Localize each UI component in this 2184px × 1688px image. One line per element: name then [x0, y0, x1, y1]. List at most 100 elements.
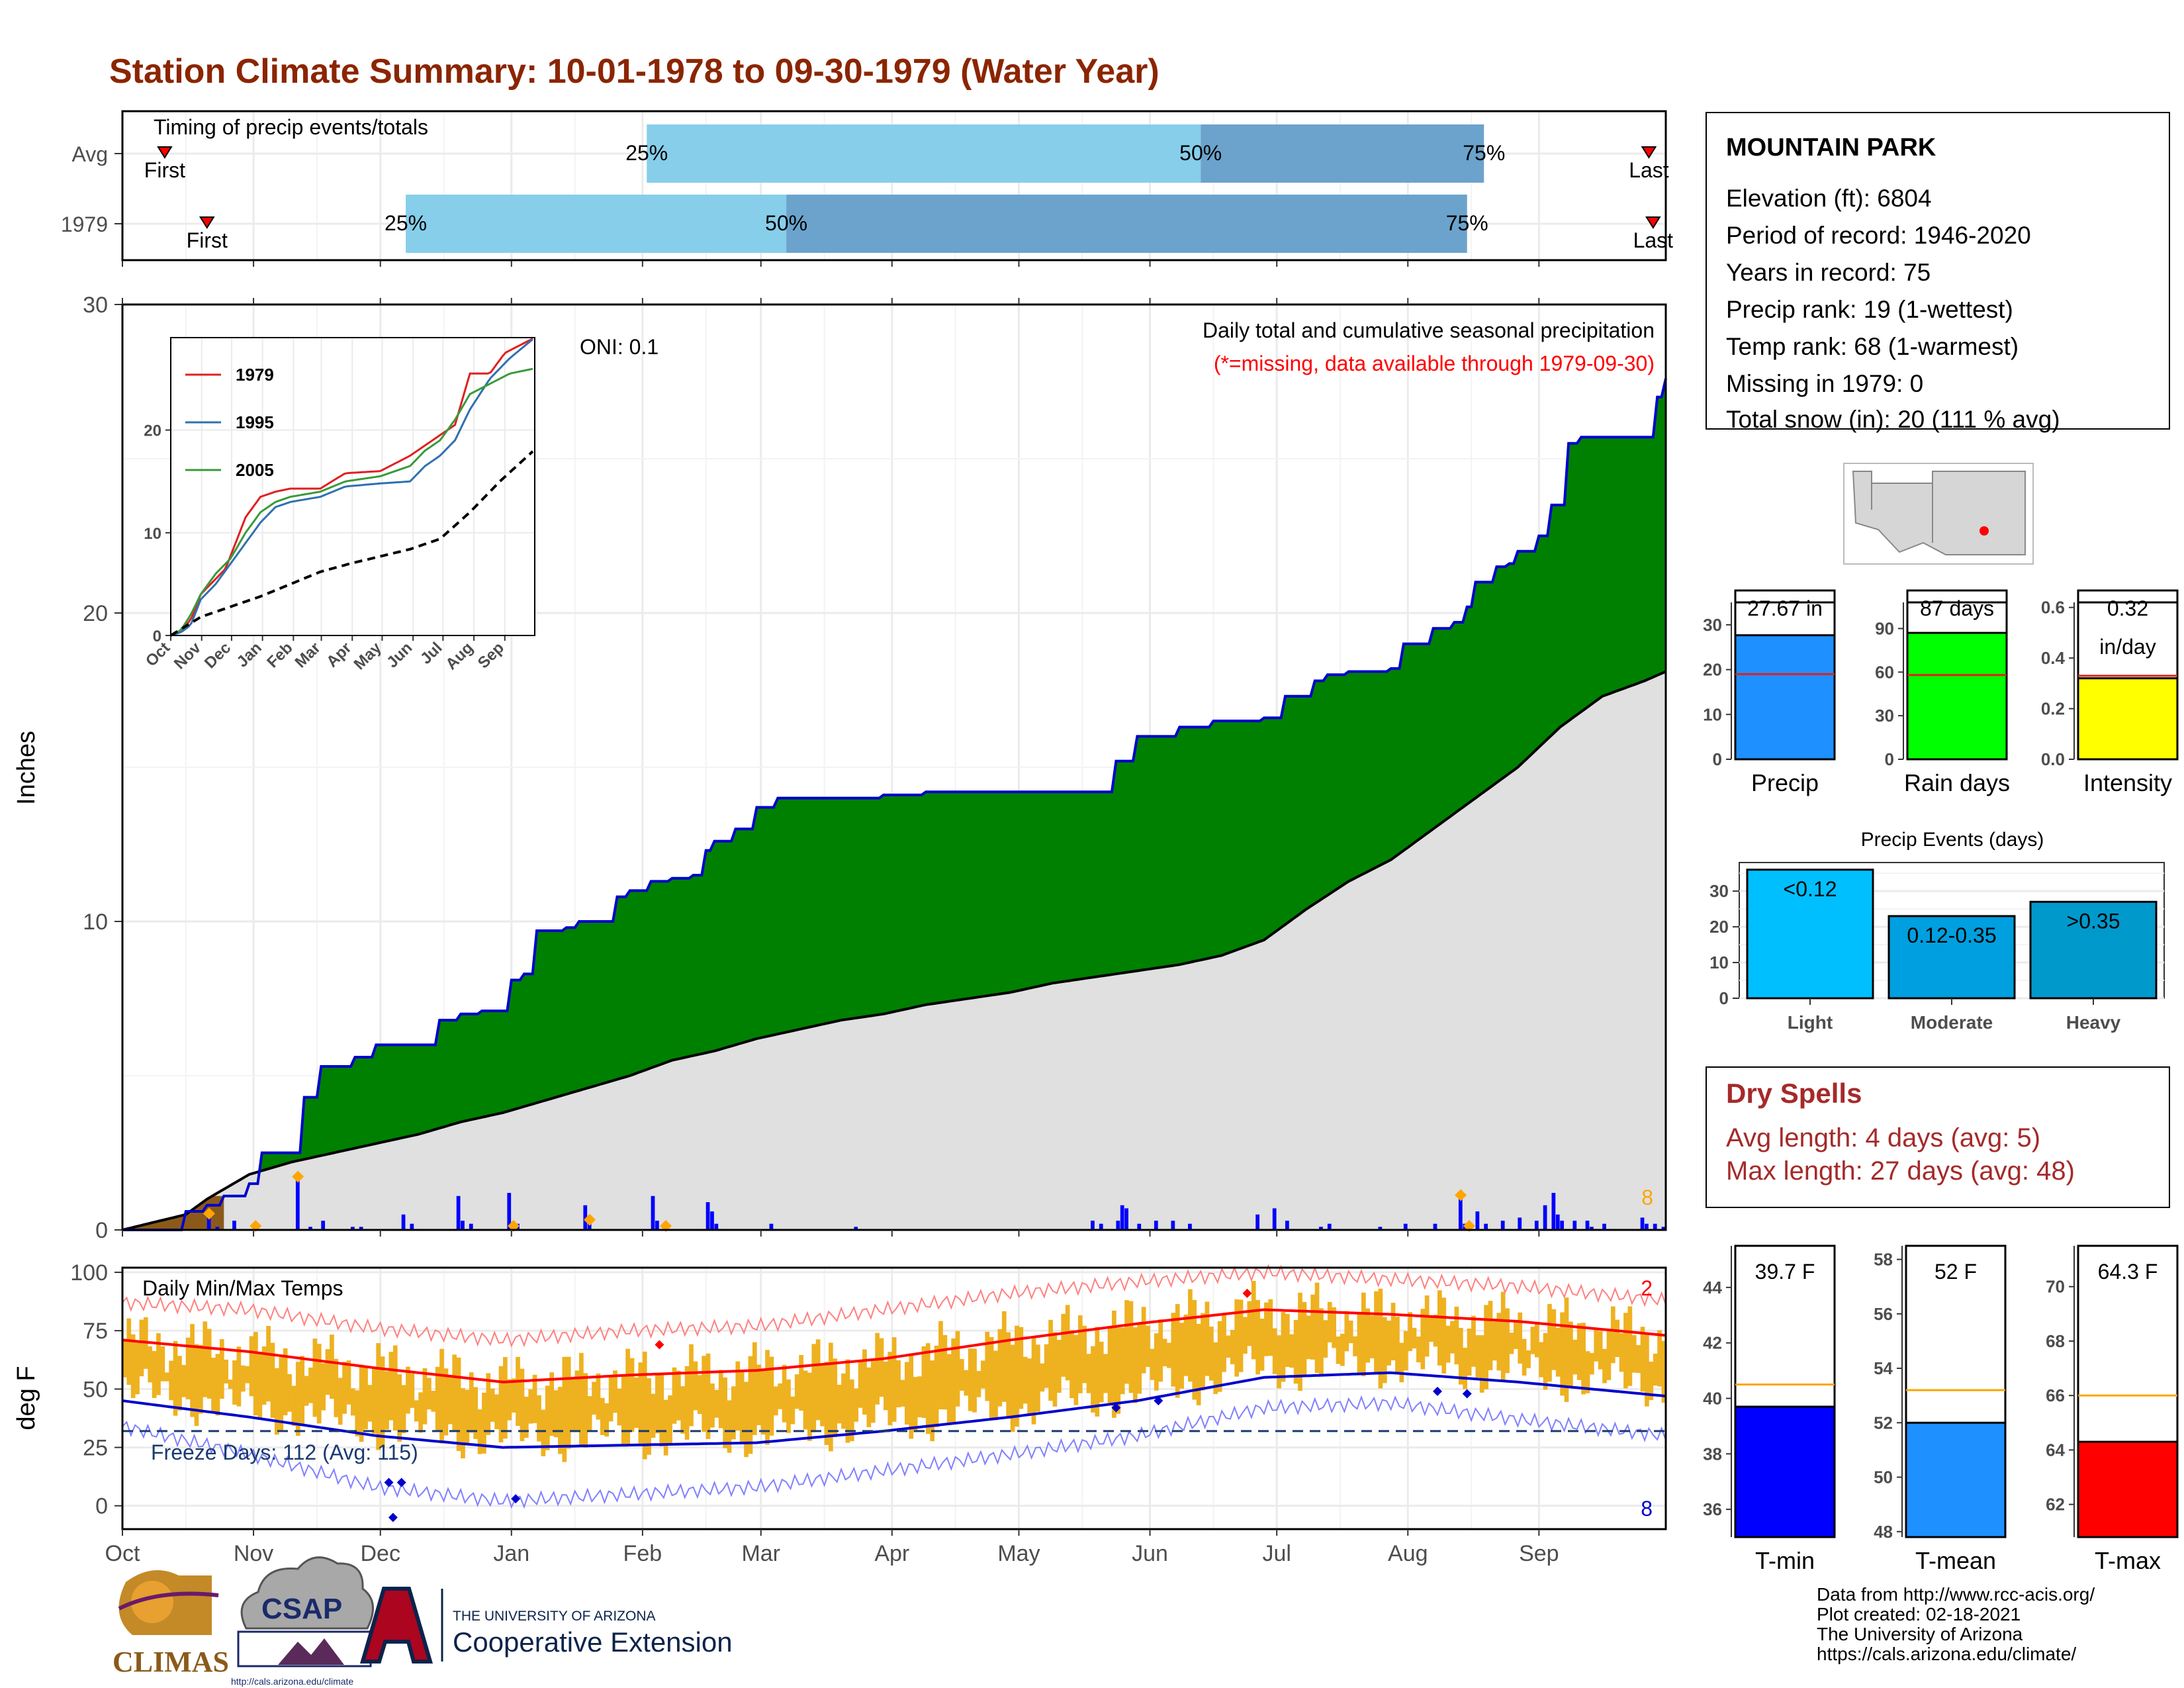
daily-temp-bar — [206, 1329, 212, 1399]
daily-temp-bar — [1437, 1290, 1442, 1366]
precip-events-chart: Precip Events (days) 0 10 20 30 <0.12 Light 0.1… — [1709, 829, 2165, 1033]
daily-temp-bar — [705, 1353, 711, 1439]
daily-temp-bar — [1006, 1332, 1011, 1417]
daily-temp-bar — [955, 1331, 960, 1407]
daily-temp-bar — [1640, 1327, 1645, 1392]
daily-temp-bar — [1429, 1315, 1433, 1342]
daily-temp-bar — [1403, 1331, 1408, 1371]
daily-temp-bar — [1023, 1356, 1028, 1404]
precip-y-tick-label: 10 — [83, 910, 108, 935]
daily-temp-bar — [718, 1370, 723, 1429]
precip-events-category-label: Heavy — [2066, 1012, 2121, 1033]
precip-events-bar-label: <0.12 — [1784, 877, 1837, 901]
daily-temp-bar — [503, 1357, 508, 1439]
dry-spells-title: Dry Spells — [1726, 1078, 1862, 1109]
record-cold-marker — [1154, 1396, 1163, 1406]
daily-temp-bar — [224, 1359, 229, 1383]
daily-temp-bar — [934, 1345, 939, 1428]
timing-bar-dark — [786, 195, 1467, 253]
daily-temp-bar — [964, 1370, 969, 1396]
daily-temp-bar — [638, 1362, 643, 1444]
daily-temp-bar — [608, 1376, 614, 1422]
daily-temp-bar — [1082, 1325, 1087, 1383]
daily-temp-bar — [1175, 1303, 1180, 1398]
average-max-line — [122, 1308, 1666, 1383]
daily-temp-bar — [1205, 1301, 1210, 1376]
daily-temp-bar — [380, 1356, 385, 1448]
temp-stat-y-tick-label: 66 — [2046, 1385, 2065, 1405]
daily-temp-bar — [553, 1390, 559, 1438]
daily-temp-bar — [291, 1385, 296, 1426]
inset-y-tick-label: 20 — [144, 422, 161, 440]
daily-temp-bar — [1036, 1344, 1040, 1412]
dry-spells-box: Dry Spells Avg length: 4 days (avg: 5) M… — [1706, 1066, 2170, 1208]
daily-temp-bar — [968, 1348, 973, 1411]
daily-temp-bar — [562, 1356, 567, 1462]
daily-temp-bar — [989, 1336, 994, 1420]
record-cold-marker — [511, 1494, 521, 1504]
daily-temp-bar — [1598, 1331, 1603, 1370]
daily-temp-bar — [672, 1367, 677, 1424]
daily-precip-bar — [359, 1227, 363, 1230]
daily-temp-bar — [1594, 1327, 1599, 1362]
precip-events-bar-label: 0.12-0.35 — [1907, 923, 1996, 947]
daily-temp-bar — [1336, 1336, 1341, 1364]
daily-temp-bar — [312, 1338, 318, 1417]
daily-temp-bar — [1361, 1292, 1366, 1377]
inset-legend-label: 2005 — [236, 460, 274, 480]
daily-precip-bar — [1285, 1221, 1289, 1230]
daily-temp-bar — [1293, 1319, 1298, 1384]
daily-temp-bar — [866, 1367, 872, 1427]
daily-temp-bar — [799, 1354, 803, 1411]
precip-events-y-tick-label: 0 — [1719, 988, 1729, 1008]
daily-temp-bar — [1132, 1327, 1138, 1403]
daily-temp-bar — [1298, 1292, 1302, 1391]
precip-events-y-tick-label: 20 — [1709, 917, 1729, 937]
temp-y-tick-label: 75 — [83, 1319, 108, 1344]
precip-y-tick-label: 20 — [83, 601, 108, 626]
extreme-precip-count: 8 — [1641, 1186, 1653, 1209]
daily-temp-bar — [215, 1354, 220, 1416]
daily-temp-bar — [549, 1372, 555, 1436]
precip-stat-y-tick-label: 30 — [1875, 706, 1894, 726]
daily-temp-bar — [1475, 1335, 1480, 1378]
daily-temp-bar — [917, 1376, 922, 1418]
daily-temp-bar — [304, 1376, 309, 1406]
daily-temp-bar — [435, 1366, 440, 1431]
daily-temp-bar — [1551, 1309, 1557, 1370]
daily-temp-bar — [1424, 1295, 1430, 1357]
daily-temp-bar — [219, 1339, 224, 1399]
daily-precip-bar — [1585, 1221, 1590, 1230]
month-axis-label: Nov — [234, 1541, 273, 1566]
daily-precip-bar — [469, 1223, 473, 1230]
month-axis-label: Jul — [1262, 1541, 1291, 1566]
daily-temp-bar — [245, 1366, 250, 1383]
daily-temp-bar — [1302, 1301, 1307, 1378]
daily-temp-bar — [122, 1340, 127, 1378]
temp-stat-bar — [1905, 1421, 2007, 1538]
precip-y-axis-label: Inches — [13, 731, 40, 805]
station-location-dot — [1979, 526, 1989, 536]
daily-temp-bar — [1471, 1315, 1476, 1367]
daily-temp-bar — [266, 1326, 271, 1402]
daily-temp-bar — [739, 1372, 745, 1442]
daily-temp-bar — [1661, 1340, 1666, 1403]
daily-temp-bar — [1390, 1303, 1396, 1360]
temp-stat-value: 39.7 F — [1755, 1260, 1815, 1284]
daily-temp-bar — [1162, 1338, 1167, 1366]
temp-stat-label: T-min — [1755, 1547, 1815, 1574]
climas-logo: CLIMAS — [113, 1570, 229, 1678]
daily-temp-bar — [1560, 1312, 1565, 1396]
daily-temp-bar — [169, 1360, 173, 1401]
temp-stat-y-tick-label: 58 — [1874, 1250, 1893, 1270]
daily-temp-bar — [181, 1365, 187, 1397]
daily-temp-bar — [232, 1360, 237, 1405]
record-cold-marker — [384, 1477, 394, 1487]
daily-temp-bar — [1234, 1299, 1240, 1377]
daily-temp-bar — [1496, 1313, 1502, 1371]
daily-temp-bar — [1285, 1313, 1290, 1368]
daily-temp-bar — [1001, 1311, 1007, 1402]
first-event-marker — [157, 146, 173, 159]
daily-temp-bar — [1530, 1327, 1535, 1354]
record-cold-marker — [1111, 1403, 1121, 1413]
